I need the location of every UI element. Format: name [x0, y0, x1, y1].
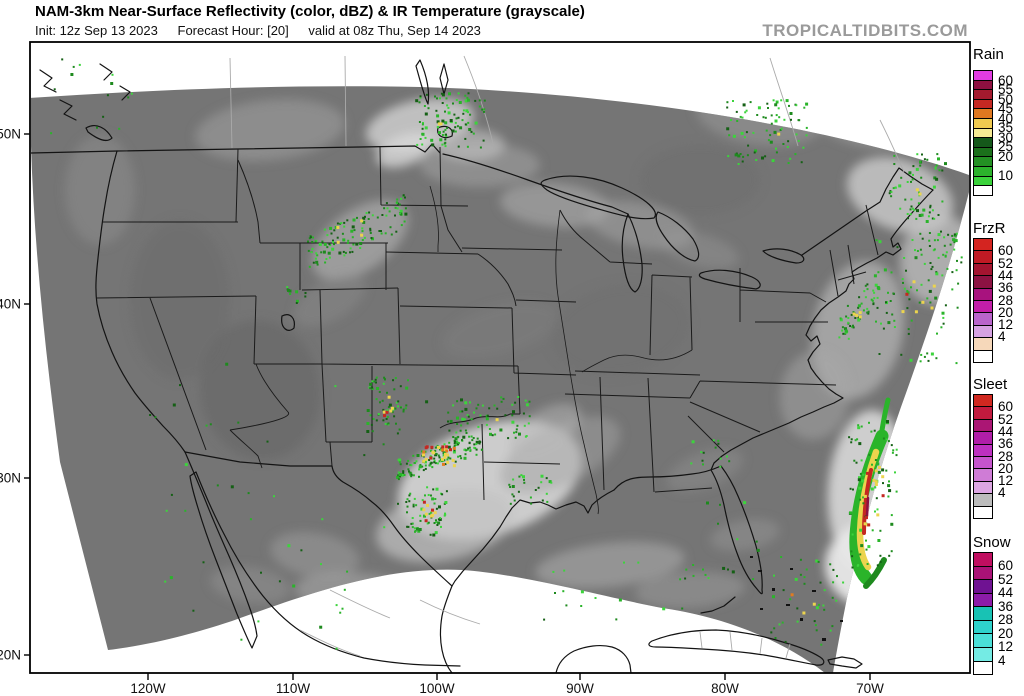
legend-colorbar-frzr: [973, 238, 993, 363]
legend-label-frzr-60: 60: [998, 243, 1014, 259]
legend-label-sleet-28: 28: [998, 448, 1014, 464]
x-tick-label: 70W: [856, 681, 884, 696]
legend-label-rain-45: 45: [998, 101, 1014, 117]
radar-cluster-gulf-sparse: [543, 561, 695, 621]
radar-cluster-carolina-coast: [690, 439, 731, 468]
state-country-borders: [31, 59, 934, 673]
map-frame: [29, 41, 971, 674]
radar-cluster-central-texas: [396, 435, 483, 481]
legend-column: Rain 60 55 50 45 40 35 30 25 20 10 FrzR 60 52 44 36 28 20…: [971, 0, 1024, 696]
legend-label-snow-4: 4: [998, 652, 1006, 668]
radar-cluster-northeast-offshore: [838, 274, 881, 340]
init-time: Init: 12z Sep 13 2023: [35, 23, 158, 38]
x-tick-label: 80W: [711, 681, 739, 696]
legend-title-snow: Snow: [973, 534, 1011, 551]
radar-cluster-bahamas: [770, 556, 845, 646]
legend-label-snow-20: 20: [998, 625, 1014, 641]
legend-label-rain-25: 25: [998, 139, 1014, 155]
radar-cluster-florida-sparse: [702, 501, 760, 581]
legend-label-sleet-60: 60: [998, 399, 1014, 415]
province-lines: [229, 55, 905, 659]
radar-cluster-wyoming-colorado: [307, 194, 408, 268]
legend-label-snow-28: 28: [998, 612, 1014, 628]
legend-label-rain-50: 50: [998, 91, 1014, 107]
legend-title-sleet: Sleet: [973, 376, 1008, 393]
hurricane-reflectivity-bands: [849, 397, 891, 589]
legend-label-sleet-36: 36: [998, 436, 1014, 452]
valid-time: valid at 08z Thu, Sep 14 2023: [308, 23, 481, 38]
radar-cluster-new-mexico: [366, 376, 409, 435]
legend-label-sleet-12: 12: [998, 473, 1014, 489]
legend-label-frzr-36: 36: [998, 280, 1014, 296]
legend-label-snow-60: 60: [998, 558, 1014, 574]
axis-ticks-and-labels: 120W 110W 100W 90W 80W 70W 50N 40N 30N 20N: [0, 127, 884, 696]
tropicaltidbits-watermark: TROPICALTIDBITS.COM: [762, 21, 968, 40]
y-tick-label: 30N: [0, 471, 21, 486]
radar-cluster-canada-northwest: [50, 58, 133, 135]
legend-label-frzr-28: 28: [998, 292, 1014, 308]
radar-cluster-red-river: [447, 396, 531, 441]
legend-label-rain-20: 20: [998, 148, 1014, 164]
legend-label-rain-35: 35: [998, 120, 1014, 136]
legend-label-rain-55: 55: [998, 82, 1014, 98]
legend-colorbar-sleet: [973, 394, 993, 519]
legend-title-frzr: FrzR: [973, 220, 1006, 237]
legend-label-frzr-20: 20: [998, 304, 1014, 320]
legend-label-frzr-52: 52: [998, 255, 1014, 271]
radar-cluster-ontario-quebec: [726, 99, 809, 165]
legend-label-rain-10: 10: [998, 167, 1014, 183]
legend-label-frzr-4: 4: [998, 329, 1006, 345]
radar-cluster-hurricane-outer: [848, 420, 898, 569]
legend-title-rain: Rain: [973, 46, 1004, 63]
legend-label-snow-52: 52: [998, 571, 1014, 587]
rivers: [429, 185, 693, 515]
x-tick-label: 100W: [419, 681, 455, 696]
legend-label-sleet-4: 4: [998, 485, 1006, 501]
radar-cluster-maine-newbrunswick: [888, 153, 947, 223]
x-tick-label: 110W: [276, 681, 311, 696]
island-specks: [750, 556, 843, 641]
y-tick-label: 50N: [0, 127, 21, 142]
legend-label-sleet-52: 52: [998, 411, 1014, 427]
legend-label-rain-60: 60: [998, 72, 1014, 88]
radar-cluster-atlantic-scatter: [875, 238, 960, 365]
radar-cluster-pacific-sparse: [149, 362, 429, 650]
radar-cluster-minnesota: [415, 92, 486, 149]
legend-label-rain-30: 30: [998, 129, 1014, 145]
legend-label-frzr-44: 44: [998, 267, 1014, 283]
radar-cluster-south-texas: [405, 486, 448, 537]
legend-label-sleet-44: 44: [998, 423, 1014, 439]
page-title: NAM-3km Near-Surface Reflectivity (color…: [35, 3, 585, 20]
radar-cluster-louisiana-coast: [508, 474, 553, 505]
legend-label-snow-36: 36: [998, 598, 1014, 614]
legend-label-snow-44: 44: [998, 585, 1014, 601]
forecast-hour: Forecast Hour: [20]: [177, 23, 289, 38]
legend-label-sleet-20: 20: [998, 460, 1014, 476]
legend-colorbar-snow: [973, 552, 993, 675]
radar-reflectivity-speckles: [50, 58, 963, 650]
legend-label-snow-12: 12: [998, 639, 1014, 655]
x-tick-label: 90W: [566, 681, 594, 696]
legend-label-frzr-12: 12: [998, 317, 1014, 333]
x-tick-label: 120W: [130, 681, 166, 696]
y-tick-label: 40N: [0, 297, 21, 312]
run-info-line: Init: 12z Sep 13 2023 Forecast Hour: [20…: [35, 23, 497, 38]
y-tick-label: 20N: [0, 648, 21, 663]
legend-colorbar-rain: [973, 70, 993, 196]
radar-cluster-colorado-spot: [286, 286, 307, 304]
radar-cluster-nova-scotia: [914, 230, 963, 264]
legend-label-rain-40: 40: [998, 110, 1014, 126]
